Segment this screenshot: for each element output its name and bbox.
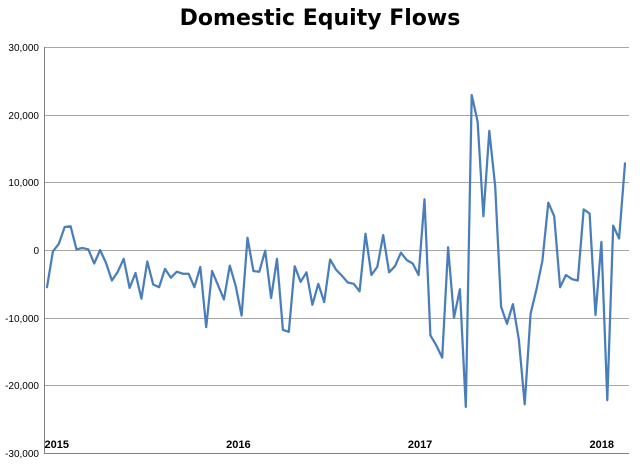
x-tick-label: 2017 xyxy=(408,439,432,451)
series-line xyxy=(45,93,627,409)
series-layer xyxy=(45,93,627,409)
y-tick-label: 10,000 xyxy=(8,178,39,189)
y-tick-label: -10,000 xyxy=(5,314,39,325)
x-axis-tick-labels: 2015 2016 2017 2018 xyxy=(44,439,614,451)
x-tick-label: 2016 xyxy=(226,439,250,451)
x-tick-label: 2015 xyxy=(44,439,68,451)
x-tick-label: 2018 xyxy=(590,439,614,451)
y-axis-tick-labels: 30,000 20,000 10,000 0 -10,000 -20,000 -30,000 xyxy=(5,43,39,460)
y-tick-label: 20,000 xyxy=(8,111,39,122)
gridlines xyxy=(44,47,629,454)
y-tick-label: -20,000 xyxy=(5,381,39,392)
y-tick-label: 0 xyxy=(33,246,39,257)
chart-title: Domestic Equity Flows xyxy=(179,6,461,31)
y-tick-label: 30,000 xyxy=(8,43,39,54)
y-tick-label: -30,000 xyxy=(5,449,39,460)
axes xyxy=(44,47,629,454)
